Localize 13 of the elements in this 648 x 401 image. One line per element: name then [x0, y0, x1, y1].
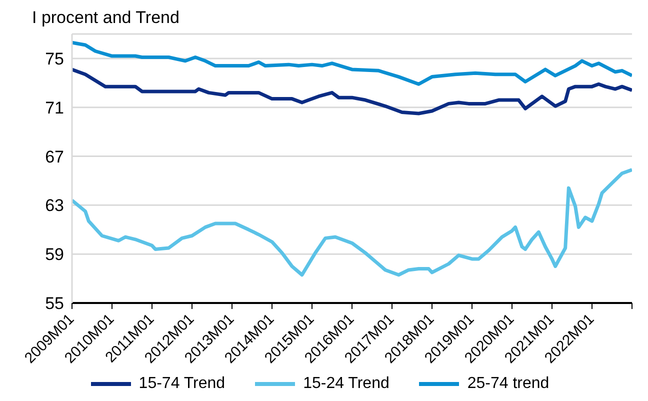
y-tick-label: 75	[45, 49, 64, 68]
y-tick-label: 59	[45, 245, 64, 264]
y-tick-label: 71	[45, 98, 64, 118]
y-tick-label: 55	[45, 294, 64, 314]
y-tick-label: 67	[45, 147, 64, 166]
legend-label: 25-74 trend	[467, 375, 550, 393]
legend-label: 15-74 Trend	[138, 375, 226, 393]
line-series	[72, 40, 632, 86]
y-tick-label: 63	[45, 196, 64, 216]
line-series	[72, 68, 632, 116]
chart-title: I procent and Trend	[31, 8, 180, 28]
legend-label: 15-24 Trend	[303, 375, 390, 393]
line-series	[72, 168, 632, 277]
